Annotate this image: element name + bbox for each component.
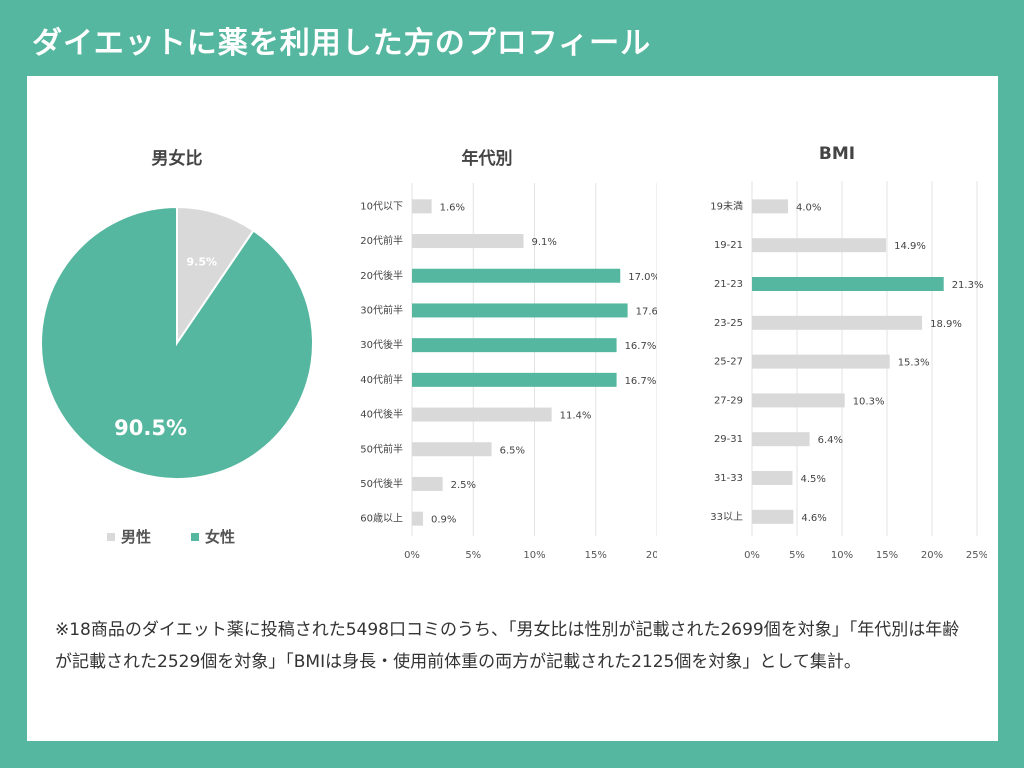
bmi-tick-label: 20% (921, 550, 943, 561)
age-bar (412, 268, 621, 283)
bmi-value-label: 6.4% (818, 435, 843, 446)
age-bar (412, 199, 432, 214)
bmi-category-label: 27-29 (714, 395, 743, 406)
pie-slice-female (40, 205, 314, 480)
legend-item-female: 女性 (191, 526, 235, 547)
age-category-label: 30代前半 (360, 303, 403, 316)
age-value-label: 16.7% (625, 341, 657, 352)
content-panel: 男女比 9.5% 90.5% 男性 女性 年代別 0% 5% 10% 15% 20% 10代… (27, 76, 998, 741)
footnote: ※18商品のダイエット薬に投稿された5498口コミのうち、「男女比は性別が記載さ… (55, 620, 960, 672)
bmi-category-label: 19未満 (710, 200, 743, 212)
age-bar (412, 511, 424, 526)
age-category-label: 40代後半 (360, 408, 403, 421)
bmi-value-label: 4.6% (801, 513, 826, 524)
bmi-value-label: 18.9% (930, 319, 962, 330)
age-tick-label: 0% (404, 550, 420, 561)
age-category-label: 20代後半 (360, 269, 403, 282)
age-value-label: 9.1% (531, 237, 556, 248)
bmi-bar (752, 315, 923, 330)
age-bar (412, 372, 617, 387)
bmi-category-label: 33以上 (710, 511, 743, 523)
age-value-label: 17.0% (628, 272, 657, 283)
bmi-bar (752, 432, 810, 447)
bmi-tick-label: 0% (744, 550, 760, 561)
bmi-bar (752, 393, 845, 408)
bmi-bar (752, 354, 890, 369)
pie-slice-male (176, 205, 255, 347)
bmi-value-label: 4.5% (801, 474, 826, 485)
page-title: ダイエットに薬を利用した方のプロフィール (32, 26, 652, 61)
age-bar (412, 442, 492, 457)
age-value-label: 11.4% (560, 411, 592, 422)
age-bar (412, 476, 443, 491)
age-bar (412, 234, 524, 249)
bmi-value-label: 10.3% (853, 396, 885, 407)
bmi-category-label: 21-23 (714, 279, 743, 290)
bmi-category-label: 25-27 (714, 357, 743, 368)
age-category-label: 10代以下 (360, 200, 403, 212)
age-bar (412, 303, 628, 318)
bmi-category-label: 29-31 (714, 434, 743, 445)
legend-swatch-male (107, 532, 115, 541)
age-value-label: 2.5% (451, 480, 476, 491)
bmi-tick-label: 10% (831, 550, 853, 561)
gender-chart-title: 男女比 (151, 149, 203, 169)
bmi-category-label: 31-33 (714, 473, 743, 484)
age-value-label: 16.7% (625, 376, 657, 387)
bmi-value-label: 4.0% (796, 202, 821, 213)
bmi-bar (752, 277, 944, 291)
age-value-label: 1.6% (440, 202, 465, 213)
age-tick-label: 15% (585, 550, 607, 561)
bmi-bar-chart: 0% 5% 10% 15% 20% 25% 19未満 4.0% 19-21 14.9% 21-23 2… (710, 181, 987, 561)
age-category-label: 40代前半 (360, 373, 403, 386)
bmi-tick-label: 25% (966, 550, 987, 561)
age-category-label: 30代後半 (360, 338, 403, 351)
age-category-label: 20代前半 (360, 234, 403, 247)
age-tick-label: 20% (646, 550, 657, 561)
age-category-label: 60歳以上 (360, 513, 403, 525)
gender-pie-chart: 9.5% 90.5% (40, 205, 314, 480)
bmi-bar (752, 238, 887, 253)
bmi-tick-label: 15% (876, 550, 898, 561)
age-value-label: 17.6% (636, 306, 657, 317)
bmi-value-label: 15.3% (898, 358, 930, 369)
bmi-bar (752, 199, 788, 214)
age-category-label: 50代前半 (360, 442, 403, 455)
age-tick-label: 10% (523, 550, 545, 561)
age-bar (412, 407, 552, 422)
age-chart-title: 年代別 (461, 149, 513, 169)
age-value-label: 6.5% (500, 445, 525, 456)
bmi-value-label: 14.9% (894, 241, 926, 252)
bmi-tick-label: 5% (789, 550, 805, 561)
age-value-label: 0.9% (431, 515, 456, 526)
pie-label-male: 9.5% (187, 255, 218, 268)
bmi-value-label: 21.3% (952, 280, 984, 291)
bmi-category-label: 23-25 (714, 318, 743, 329)
age-bar-chart: 0% 5% 10% 15% 20% 10代以下 1.6% 20代前半 9.1% 20代後半 17.0… (360, 183, 657, 561)
bmi-category-label: 19-21 (714, 240, 743, 251)
legend-swatch-female (191, 532, 200, 541)
age-bar (412, 338, 617, 353)
legend-label-female: 女性 (205, 528, 236, 546)
age-category-label: 50代後半 (360, 477, 403, 490)
legend-label-male: 男性 (121, 528, 152, 546)
bmi-bar (752, 471, 793, 485)
bmi-chart-title: BMI (818, 144, 856, 164)
bmi-bar (752, 509, 794, 524)
age-tick-label: 5% (465, 550, 481, 561)
legend-item-male: 男性 (107, 526, 151, 547)
pie-label-female: 90.5% (114, 416, 187, 440)
gender-legend: 男性 女性 (107, 526, 235, 547)
